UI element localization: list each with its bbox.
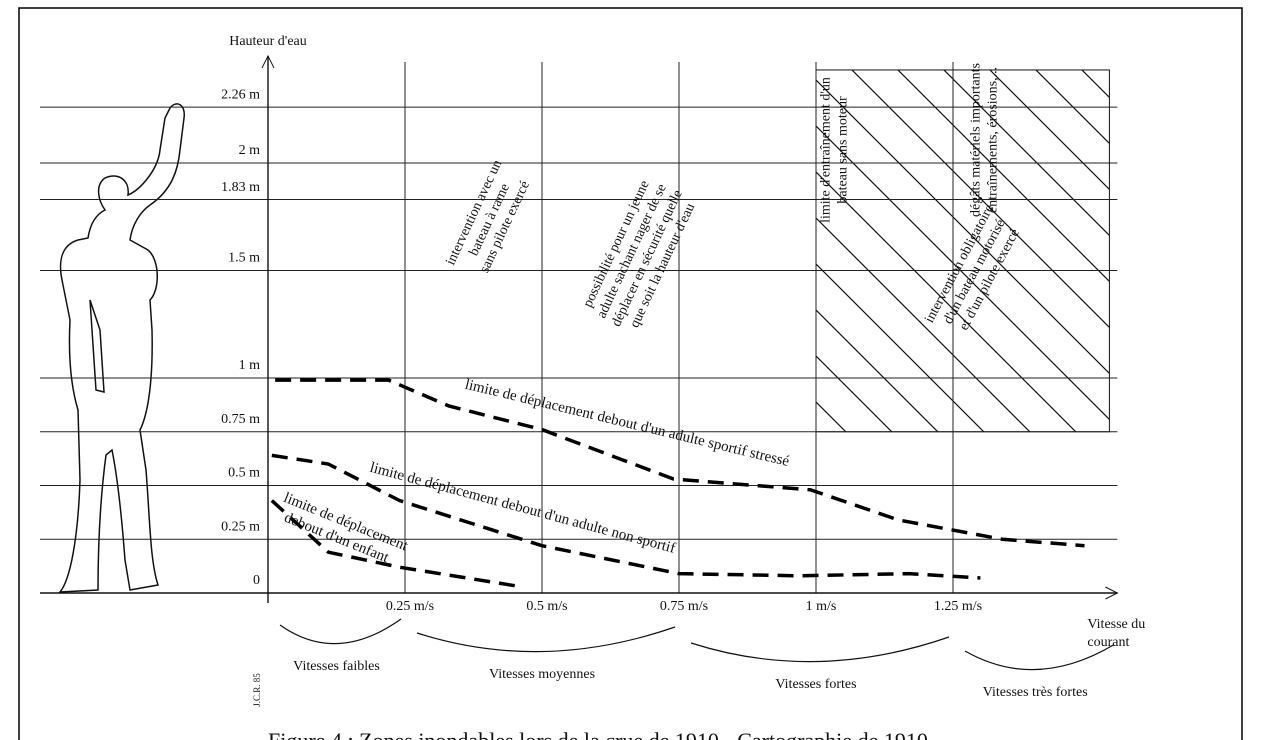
y-tick-label: 2 m — [239, 143, 261, 158]
x-axis-title: Vitesse du — [1087, 617, 1145, 632]
caption: Figure 4 : Zones inondables lors de la c… — [268, 728, 928, 740]
annotation-line: dégâts matériels importants — [969, 63, 984, 217]
curve-label: limite de déplacement debout d'un adulte… — [368, 460, 677, 557]
y-tick-label: 1.5 m — [228, 251, 260, 266]
annotation-line: limite d'entraînement d'un — [819, 77, 834, 223]
annotation-line: entraînements, érosions,... — [986, 67, 1001, 213]
y-axis-title: Hauteur d'eau — [229, 34, 307, 49]
x-tick-label: 1 m/s — [806, 599, 837, 614]
x-tick-label: 1.25 m/s — [934, 599, 982, 614]
human-silhouette — [58, 103, 185, 593]
annotation: limite d'entraînement d'un bateau sans mo… — [819, 77, 851, 223]
range-label: Vitesses très fortes — [983, 685, 1088, 700]
signature: J.C.R. 85 — [252, 673, 262, 707]
curve — [275, 378, 1085, 548]
range-brace — [690, 636, 950, 663]
range-brace — [964, 644, 1114, 671]
y-tick-label: 0.75 m — [221, 412, 260, 427]
curve-label: limite de déplacement debout d'un adulte… — [463, 377, 791, 470]
annotation: dégâts matériels importants entraînements… — [969, 63, 1001, 217]
x-tick-label: 0.25 m/s — [386, 599, 434, 614]
y-tick-label: 0.5 m — [228, 466, 260, 481]
range-label: Vitesses fortes — [775, 677, 856, 692]
y-tick-label: 1 m — [239, 358, 261, 373]
x-tick-label: 0.75 m/s — [660, 599, 708, 614]
range-brace — [279, 618, 402, 645]
x-axis-title: courant — [1087, 635, 1129, 650]
range-label: Vitesses faibles — [293, 659, 380, 674]
y-tick-label: 1.83 m — [221, 180, 260, 195]
annotation-line: bateau sans moteur — [836, 96, 851, 204]
x-tick-label: 0.5 m/s — [526, 599, 567, 614]
range-label: Vitesses moyennes — [489, 667, 595, 682]
y-tick-label: 2.26 m — [221, 87, 260, 102]
y-tick-label: 0 — [253, 573, 260, 588]
range-brace — [416, 626, 676, 653]
frame — [18, 7, 1243, 740]
x-axis-arrow — [1105, 586, 1119, 600]
y-tick-label: 0.25 m — [221, 519, 260, 534]
y-axis-arrow — [261, 54, 275, 69]
curve — [270, 499, 521, 589]
curve — [271, 453, 981, 580]
